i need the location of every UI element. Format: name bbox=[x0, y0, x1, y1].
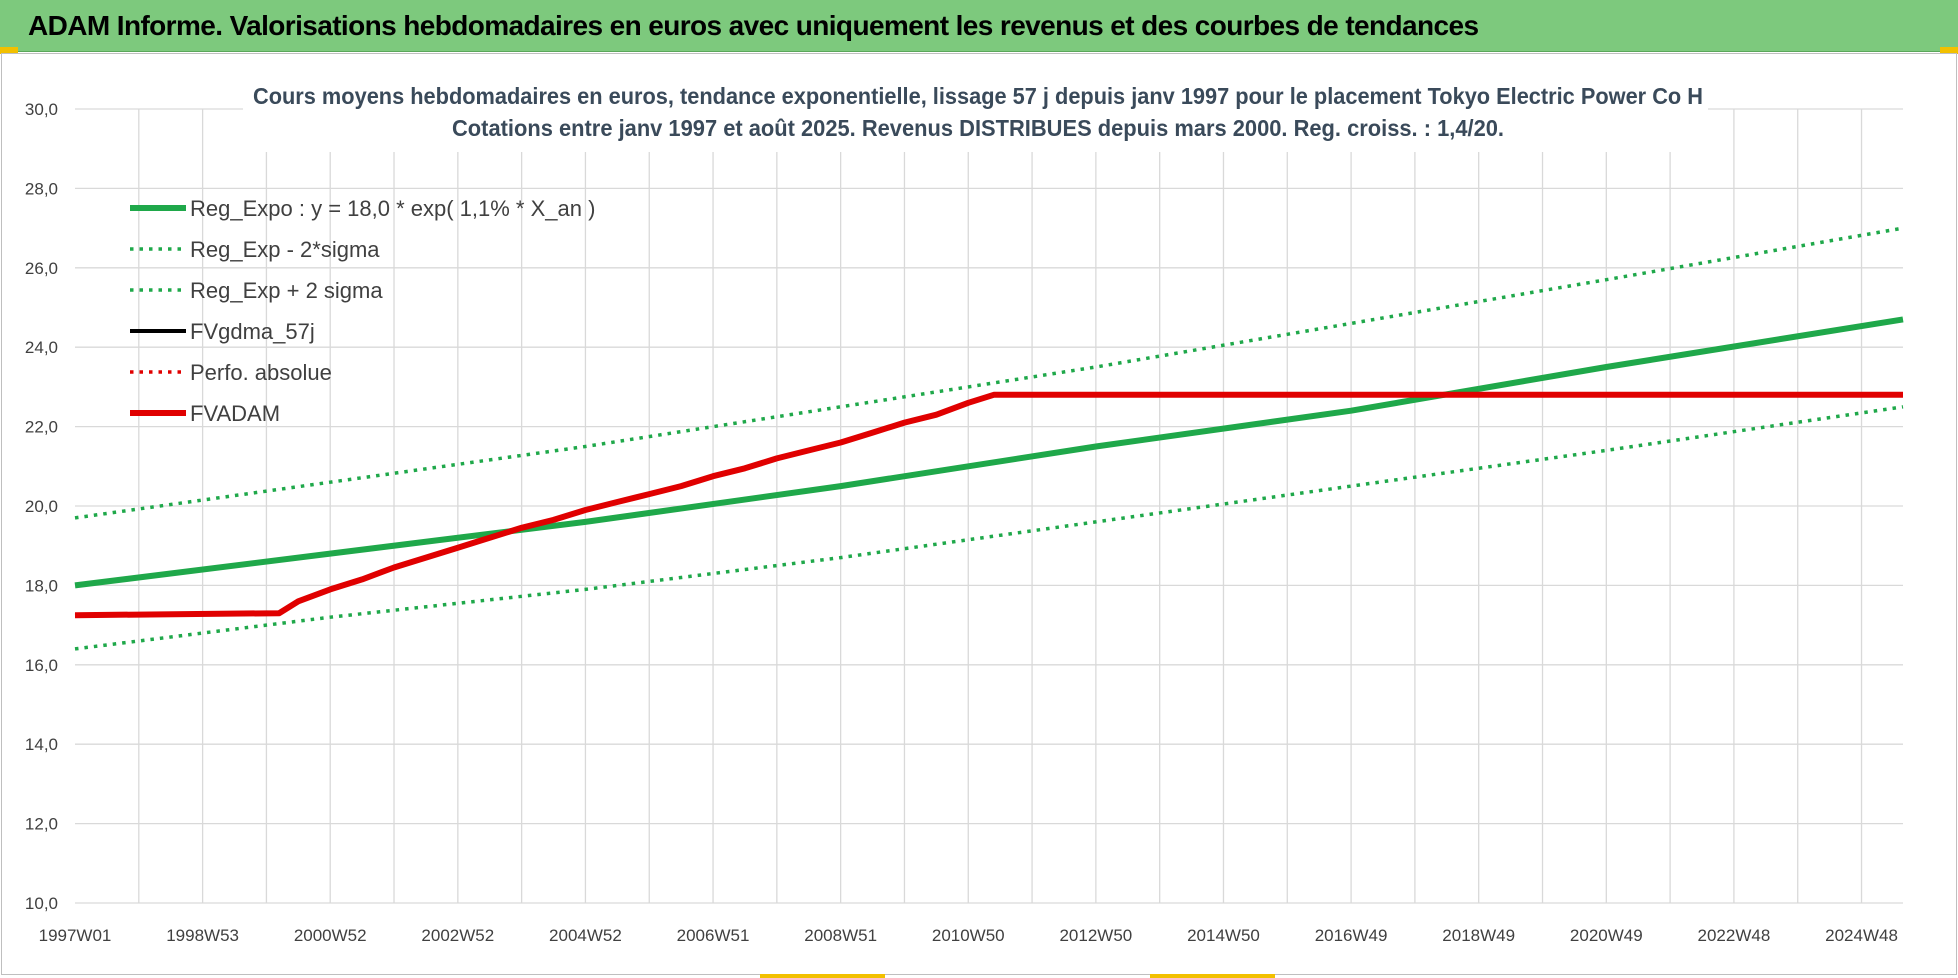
report-title: ADAM Informe. Valorisations hebdomadaire… bbox=[28, 10, 1479, 41]
x-tick-label: 2004W52 bbox=[549, 926, 622, 945]
y-tick-label: 14,0 bbox=[25, 735, 58, 754]
x-tick-label: 2000W52 bbox=[294, 926, 367, 945]
y-tick-label: 18,0 bbox=[25, 576, 58, 595]
x-tick-label: 2020W49 bbox=[1570, 926, 1643, 945]
legend-label: Reg_Exp - 2*sigma bbox=[190, 237, 380, 262]
series-line-2 bbox=[74, 405, 1904, 651]
x-tick-label: 2010W50 bbox=[932, 926, 1005, 945]
x-tick-label: 2024W48 bbox=[1825, 926, 1898, 945]
series-line-6 bbox=[74, 391, 1903, 619]
x-tick-label: 2022W48 bbox=[1698, 926, 1771, 945]
legend-label: Reg_Exp + 2 sigma bbox=[190, 278, 383, 303]
corner-marker-left bbox=[0, 47, 18, 54]
y-tick-label: 10,0 bbox=[25, 894, 58, 913]
legend-label: FVADAM bbox=[190, 401, 280, 426]
chart-frame bbox=[1, 53, 1957, 975]
x-tick-label: 2012W50 bbox=[1059, 926, 1132, 945]
chart-title-line-1: Cours moyens hebdomadaires en euros, ten… bbox=[253, 83, 1703, 109]
x-tick-label: 1997W01 bbox=[39, 926, 112, 945]
y-tick-label: 30,0 bbox=[25, 100, 58, 119]
series-line-1 bbox=[74, 316, 1904, 589]
report-banner: ADAM Informe. Valorisations hebdomadaire… bbox=[0, 0, 1958, 52]
y-tick-label: 20,0 bbox=[25, 497, 58, 516]
corner-marker-right bbox=[1940, 47, 1958, 54]
x-tick-label: 2002W52 bbox=[421, 926, 494, 945]
x-tick-label: 2014W50 bbox=[1187, 926, 1260, 945]
chart-title-line-2: Cotations entre janv 1997 et août 2025. … bbox=[452, 115, 1504, 141]
series-line-3 bbox=[74, 226, 1904, 520]
bottom-marker bbox=[1150, 974, 1275, 978]
y-tick-label: 28,0 bbox=[25, 179, 58, 198]
x-tick-label: 1998W53 bbox=[166, 926, 239, 945]
chart-title-backdrop bbox=[243, 78, 1708, 152]
x-tick-label: 2016W49 bbox=[1315, 926, 1388, 945]
y-tick-label: 26,0 bbox=[25, 259, 58, 278]
x-tick-label: 2018W49 bbox=[1442, 926, 1515, 945]
x-tick-label: 2006W51 bbox=[677, 926, 750, 945]
y-tick-label: 24,0 bbox=[25, 338, 58, 357]
y-tick-label: 12,0 bbox=[25, 815, 58, 834]
legend-label: Reg_Expo : y = 18,0 * exp( 1,1% * X_an ) bbox=[190, 196, 595, 221]
x-tick-label: 2008W51 bbox=[804, 926, 877, 945]
legend-label: FVgdma_57j bbox=[190, 319, 315, 344]
legend-label: Perfo. absolue bbox=[190, 360, 332, 385]
y-tick-label: 16,0 bbox=[25, 656, 58, 675]
y-tick-label: 22,0 bbox=[25, 418, 58, 437]
bottom-marker bbox=[760, 974, 885, 978]
